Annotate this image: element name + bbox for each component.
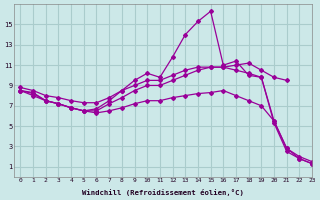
X-axis label: Windchill (Refroidissement éolien,°C): Windchill (Refroidissement éolien,°C) xyxy=(82,189,244,196)
